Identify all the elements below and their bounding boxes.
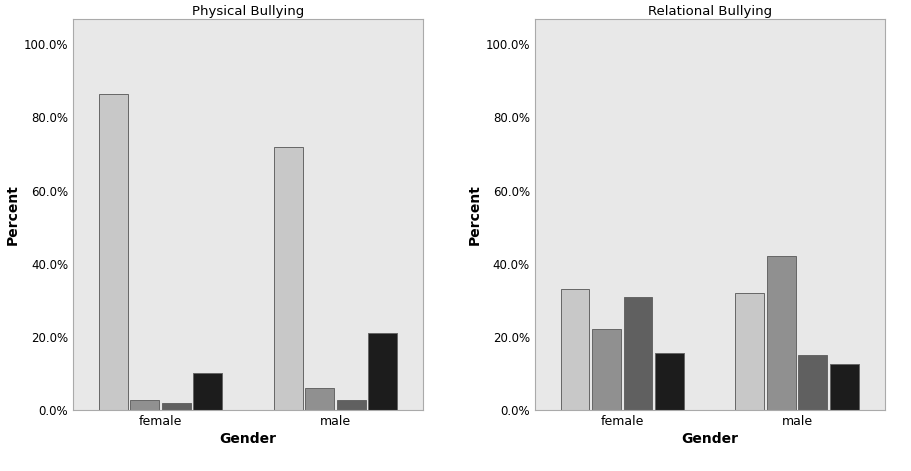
Bar [273, 146, 302, 410]
Bar [161, 403, 190, 410]
Bar [623, 297, 651, 410]
Bar [797, 355, 826, 410]
Bar [130, 399, 159, 410]
Bar [654, 353, 683, 410]
Bar [734, 293, 763, 410]
Bar [560, 289, 589, 410]
Bar [829, 364, 858, 410]
X-axis label: Gender: Gender [681, 432, 737, 446]
Bar [98, 94, 128, 410]
Y-axis label: Percent: Percent [466, 184, 481, 245]
Title: Physical Bullying: Physical Bullying [191, 5, 303, 18]
Bar [305, 388, 333, 410]
Bar [766, 256, 795, 410]
Bar [336, 399, 365, 410]
Title: Relational Bullying: Relational Bullying [647, 5, 771, 18]
Bar [193, 373, 222, 410]
Bar [368, 333, 396, 410]
Y-axis label: Percent: Percent [5, 184, 19, 245]
X-axis label: Gender: Gender [220, 432, 276, 446]
Bar [591, 329, 620, 410]
